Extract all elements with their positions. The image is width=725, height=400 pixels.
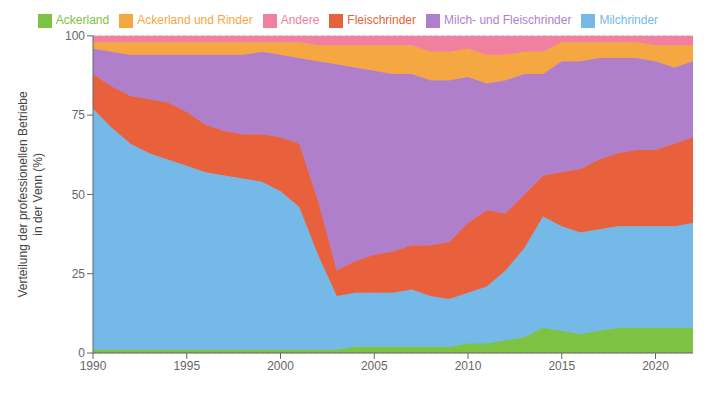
svg-text:2005: 2005 <box>361 359 388 373</box>
svg-text:50: 50 <box>72 188 86 202</box>
svg-text:Verteilung der professionellen: Verteilung der professionellen Betriebei… <box>16 91 45 297</box>
html-text:Fleischrinder: Fleischrinder <box>347 13 416 27</box>
svg-text:0: 0 <box>78 346 85 360</box>
svg-text:2000: 2000 <box>267 359 294 373</box>
html-text:Milchrinder: Milchrinder <box>599 13 659 27</box>
svg-text:1990: 1990 <box>80 359 107 373</box>
html-text:Andere: Andere <box>280 13 320 27</box>
svg-text:2010: 2010 <box>455 359 482 373</box>
svg-text:100: 100 <box>65 29 85 43</box>
html-text:Ackerland und Rinder: Ackerland und Rinder <box>137 13 253 27</box>
svg-text:25: 25 <box>72 267 86 281</box>
svg-text:1995: 1995 <box>173 359 200 373</box>
html-text:Ackerland: Ackerland <box>55 13 110 27</box>
svg-text:2015: 2015 <box>548 359 575 373</box>
html-text:Milch- und Fleischrinder: Milch- und Fleischrinder <box>444 13 572 27</box>
svg-text:75: 75 <box>72 108 86 122</box>
svg-text:2020: 2020 <box>642 359 669 373</box>
